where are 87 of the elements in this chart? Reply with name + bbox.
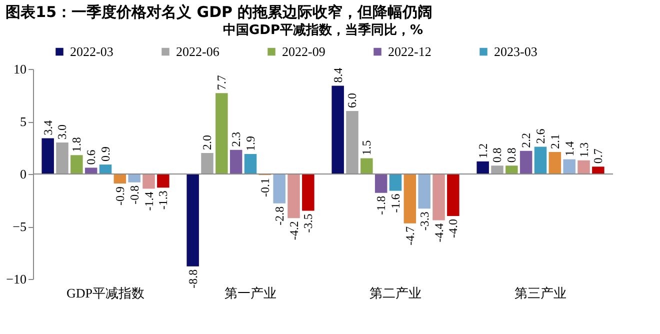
data-label: 1.8 xyxy=(70,137,84,152)
bar xyxy=(374,174,388,193)
data-label: -1.3 xyxy=(156,190,170,210)
data-label: -1.8 xyxy=(374,196,388,215)
bar xyxy=(360,158,373,174)
data-label: 1.5 xyxy=(360,140,374,156)
data-label: 0.7 xyxy=(591,148,606,164)
bar xyxy=(332,86,344,174)
bar xyxy=(404,174,416,224)
bar xyxy=(114,174,126,184)
bar xyxy=(563,159,576,174)
data-label: 1.2 xyxy=(476,143,490,158)
data-label: 3.4 xyxy=(40,120,55,136)
y-tick-label: 10 xyxy=(14,62,26,76)
data-label: 7.7 xyxy=(214,75,229,90)
y-tick-label: −5 xyxy=(12,219,26,234)
legend-label: 2022-03 xyxy=(70,44,114,59)
bar xyxy=(56,142,68,174)
bar xyxy=(216,93,228,174)
x-tick-label: 第一产业 xyxy=(224,286,276,300)
data-label: -0.8 xyxy=(127,185,142,204)
data-label: 2.2 xyxy=(519,132,534,148)
bar xyxy=(99,164,112,174)
data-label: 2.6 xyxy=(534,128,548,144)
bar xyxy=(520,150,532,174)
legend-label: 2022-06 xyxy=(176,44,220,59)
bar xyxy=(592,166,604,174)
x-tick-label: 第二产业 xyxy=(370,286,422,300)
data-label: 0.8 xyxy=(504,148,519,163)
bar xyxy=(288,174,300,218)
data-label: 8.4 xyxy=(330,68,345,83)
y-tick-label: 5 xyxy=(20,114,26,129)
data-label: -4.4 xyxy=(432,223,446,242)
bar xyxy=(432,174,445,220)
bar xyxy=(244,154,257,174)
data-label: -4.0 xyxy=(446,219,460,238)
y-tick-label: −10 xyxy=(6,272,26,286)
data-label: -2.8 xyxy=(272,206,286,226)
bar xyxy=(70,155,83,174)
legend-label: 2022-12 xyxy=(388,44,432,59)
bar xyxy=(157,174,170,188)
data-label: 3.0 xyxy=(55,124,70,140)
data-label: -3.3 xyxy=(417,212,432,231)
data-label: -0.1 xyxy=(258,178,272,198)
bar xyxy=(201,153,214,174)
data-label: 0.8 xyxy=(490,148,504,163)
bar xyxy=(42,138,54,174)
data-label: 1.9 xyxy=(244,136,258,152)
legend-label: 2022-09 xyxy=(282,44,326,59)
bar xyxy=(534,146,547,174)
chart-title: 图表15：一季度价格对名义 GDP 的拖累边际收窄，但降幅仍阔 xyxy=(6,3,433,21)
bar xyxy=(273,174,286,204)
data-label: 6.0 xyxy=(345,93,360,108)
data-label: 1.3 xyxy=(576,142,591,158)
bar xyxy=(84,168,98,174)
data-label: -0.9 xyxy=(112,186,127,206)
bar xyxy=(578,160,590,174)
x-tick-label: 第三产业 xyxy=(514,286,566,300)
bar xyxy=(418,174,430,209)
legend-label: 2023-03 xyxy=(494,44,538,59)
data-label: 2.3 xyxy=(229,132,244,147)
bar xyxy=(476,161,489,174)
data-label: 1.4 xyxy=(562,141,576,156)
bar xyxy=(302,174,314,211)
data-label: -3.5 xyxy=(301,214,316,233)
bar xyxy=(186,174,199,266)
data-label: -1.6 xyxy=(388,194,402,213)
bar xyxy=(346,111,358,174)
bar xyxy=(142,174,155,189)
data-label: -8.8 xyxy=(186,269,200,288)
bar xyxy=(447,174,460,216)
bar xyxy=(506,166,518,174)
data-label: -4.2 xyxy=(286,221,301,240)
bar xyxy=(491,166,504,174)
bar xyxy=(128,174,140,182)
x-tick-label: GDP平减指数 xyxy=(66,286,145,300)
bar xyxy=(230,150,242,174)
chart-subtitle: 中国GDP平减指数，当季同比，% xyxy=(222,22,424,38)
data-label: -1.4 xyxy=(142,192,156,211)
y-tick-label: 0 xyxy=(20,166,26,182)
data-label: 0.6 xyxy=(84,150,98,165)
data-label: 0.9 xyxy=(98,146,112,162)
data-label: 2.0 xyxy=(200,135,214,150)
data-label: -4.7 xyxy=(402,226,417,246)
data-label: 2.1 xyxy=(548,134,562,149)
bar xyxy=(548,152,562,174)
bar xyxy=(389,174,402,191)
